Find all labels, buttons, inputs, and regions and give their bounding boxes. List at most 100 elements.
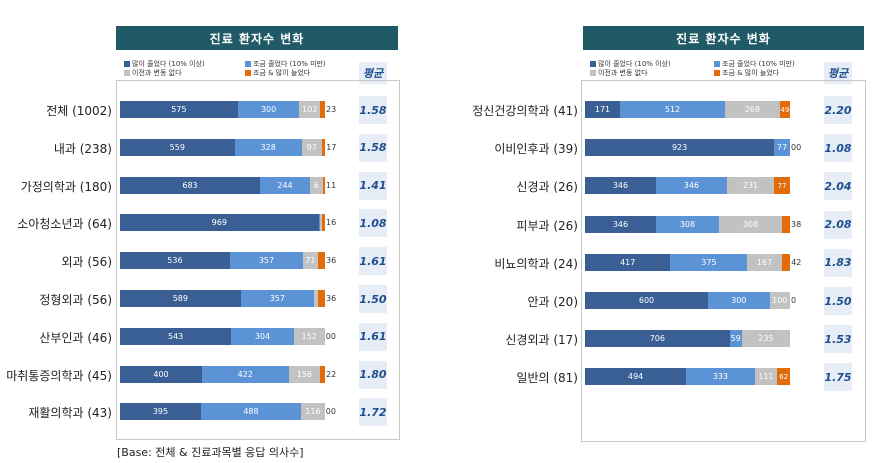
legend-swatch (714, 61, 720, 67)
stacked-bar: 536 357 71 (120, 252, 325, 270)
legend-label: 조금 & 많이 늘었다 (722, 69, 780, 77)
stacked-bar: 575 300 102 (120, 101, 325, 118)
data-label: 97 (306, 142, 317, 152)
category-label: 일반의 (81) (516, 371, 578, 386)
data-label: 100 (772, 296, 788, 305)
stacked-bar: 683 244 6 (120, 176, 326, 194)
legend-item: 조금 & 많이 늘었다 (714, 68, 779, 78)
bar-segment-s3 (319, 214, 322, 232)
legend-swatch (590, 61, 596, 67)
data-label-tail: 00 (325, 407, 336, 417)
bar-segment-s2: 488 (200, 403, 301, 421)
bar-segment-s1: 400 (120, 365, 202, 383)
data-label: 494 (627, 372, 644, 382)
data-label: 512 (664, 105, 681, 114)
data-label: 375 (701, 257, 717, 267)
bar-segment-s3: 97 (301, 138, 322, 156)
category-label: 마취통증의학과 (45) (6, 368, 112, 383)
average-value: 1.50 (359, 285, 387, 313)
bar-segment-s2: 375 (670, 253, 748, 271)
stacked-bar: 400 422 156 (120, 365, 325, 383)
bar-segment-s3 (313, 290, 318, 307)
legend-swatch (245, 61, 251, 67)
bar-segment-s4 (321, 214, 325, 232)
stacked-bar: 494 333 111 62 (585, 368, 790, 386)
bar-segment-s2: 300 (237, 101, 300, 118)
data-label-tail: 36 (326, 256, 337, 266)
average-value: 1.58 (359, 133, 387, 162)
data-label: 77 (777, 181, 787, 190)
category-label: 비뇨의학과 (24) (494, 256, 578, 271)
data-label: 543 (168, 331, 184, 341)
data-label: 346 (612, 181, 629, 191)
bar-segment-s1: 589 (120, 290, 241, 307)
category-label: 전체 (1002) (46, 104, 112, 118)
category-label: 안과 (20) (527, 295, 578, 309)
data-label: 71 (305, 256, 316, 266)
average-value: 1.58 (359, 96, 387, 124)
data-label: 333 (712, 372, 729, 382)
data-label: 111 (758, 372, 774, 382)
data-label-tail: 36 (326, 294, 337, 303)
bar-segment-s2: 244 (260, 176, 311, 194)
data-label: 422 (237, 369, 253, 379)
data-label: 559 (169, 142, 185, 152)
stacked-bar: 543 304 152 (120, 327, 325, 345)
bar-segment-s4: 49 (779, 101, 790, 118)
legend-label: 이전과 변동 없다 (132, 69, 182, 77)
data-label: 268 (744, 105, 761, 114)
legend-swatch (245, 70, 251, 76)
category-label: 가정의학과 (180) (20, 179, 112, 194)
bar-segment-s2: 346 (655, 177, 727, 195)
category-label: 이비인후과 (39) (494, 142, 578, 157)
average-value: 1.08 (359, 209, 387, 238)
legend-label: 조금 줄었다 (10% 미만) (722, 60, 795, 68)
legend-item: 많이 줄었다 (10% 이상) (124, 59, 205, 69)
legend-swatch (590, 70, 596, 76)
data-label: 116 (305, 407, 321, 417)
bar-segment-s2: 308 (655, 215, 720, 233)
bar-segment-s3: 102 (299, 101, 321, 118)
base-note: [Base: 전체 & 진료과목별 응답 의사수] (117, 446, 304, 459)
bar-segment-s1: 543 (120, 327, 232, 345)
data-label: 589 (172, 294, 188, 303)
data-label: 300 (731, 296, 747, 305)
data-label-tail: 22 (326, 369, 337, 379)
average-value: 1.72 (359, 398, 387, 427)
average-value: 1.50 (824, 287, 852, 315)
category-label: 정신건강의학과 (41) (472, 104, 578, 118)
bar-segment-s4: 77 (774, 177, 790, 195)
stacked-bar: 559 328 97 (120, 138, 326, 156)
bar-segment-s4 (320, 365, 325, 383)
chart-frame (116, 80, 400, 440)
bar-segment-s1: 559 (120, 138, 235, 156)
bar-segment-s4 (321, 138, 326, 156)
bar-segment-s3: 71 (303, 252, 318, 270)
category-label: 정형외과 (56) (39, 293, 112, 307)
stacked-bar: 589 357 (120, 290, 325, 307)
data-label-tail: 16 (326, 218, 337, 228)
bar-segment-s1: 171 (585, 101, 621, 118)
average-value: 1.80 (359, 360, 387, 389)
data-label: 300 (260, 105, 277, 114)
bar-segment-s4 (320, 101, 325, 118)
data-label: 156 (296, 369, 313, 379)
bar-segment-s1: 600 (585, 292, 708, 309)
legend-item: 조금 줄었다 (10% 미만) (245, 59, 326, 69)
data-label: 357 (269, 294, 285, 303)
bar-segment-s4 (322, 176, 326, 194)
legend-item: 이전과 변동 없다 (124, 68, 182, 78)
legend-label: 이전과 변동 없다 (598, 69, 648, 77)
data-label-tail: 00 (791, 143, 802, 153)
bar-segment-s4 (782, 215, 790, 233)
legend-item: 조금 줄었다 (10% 미만) (714, 59, 795, 69)
bar-segment-s2: 328 (234, 138, 302, 156)
average-value: 2.20 (824, 96, 852, 124)
bar-segment-s1: 346 (585, 215, 656, 233)
data-label: 328 (260, 142, 276, 152)
stacked-bar: 417 375 167 (585, 253, 791, 271)
stacked-bar: 171 512 268 49 (585, 101, 790, 118)
legend-swatch (124, 61, 130, 67)
bar-segment-s4 (781, 253, 791, 271)
category-label: 내과 (238) (53, 141, 112, 156)
